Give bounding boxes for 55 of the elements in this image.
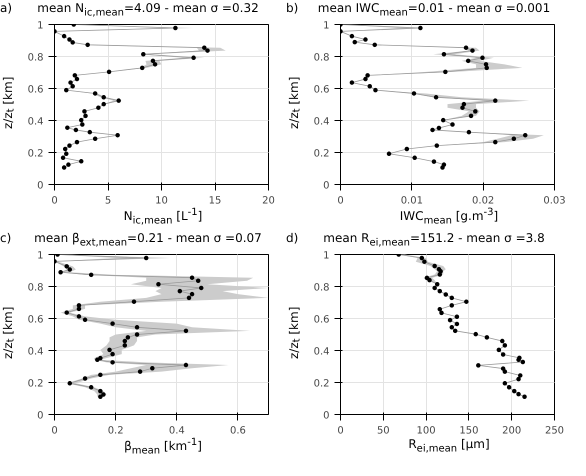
x-tick-label: 0.02 (472, 196, 494, 206)
x-tick-label: 0 (51, 196, 58, 206)
y-tick-label: 0 (37, 410, 44, 422)
y-tick-label: 0.8 (28, 52, 44, 64)
y-tick-label: 0 (323, 410, 330, 422)
y-tick-label: 1 (323, 250, 330, 262)
y-tick-label: 1 (37, 20, 44, 32)
y-tick-label: 0.2 (28, 378, 44, 390)
chart-title: mean β$_{ext,mean}$=0.21 - mean σ =0.07 (33, 230, 263, 250)
y-tick-label: 0.6 (314, 84, 330, 96)
y-tick-label: 0 (37, 180, 44, 192)
x-tick-label: 100 (416, 426, 436, 436)
text: c) (0, 230, 12, 247)
x-tick-label: 15 (208, 196, 222, 206)
x-tick-label: 0 (337, 426, 344, 436)
x-tick-label: 10 (155, 196, 168, 206)
x-tick-label: 0.4 (168, 426, 185, 436)
y-tick-label: 0.8 (314, 282, 330, 294)
y-tick-label: 1 (323, 20, 330, 32)
chart-title: mean IWC$_{mean}$=0.01 - mean σ =0.001 (316, 0, 552, 20)
x-tick-label: 200 (502, 426, 522, 436)
chart-title: mean N$_{ic,mean}$=4.09 - mean σ =0.32 (36, 0, 260, 20)
y-tick-label: 0.8 (28, 282, 44, 294)
x-tick-label: 0.2 (108, 426, 124, 436)
text: d) (286, 230, 300, 247)
y-tick-label: 0.4 (28, 346, 44, 358)
y-tick-label: 0.4 (314, 116, 330, 128)
x-tick-label: 50 (376, 426, 390, 436)
x-axis-title: R$_{ei,mean}$ [µm] (407, 436, 491, 456)
y-tick-label: 0.4 (314, 346, 330, 358)
y-tick-label: 0.6 (28, 314, 44, 326)
y-tick-label: 0.6 (314, 314, 330, 326)
chart-title: mean R$_{ei,mean}$=151.2 - mean σ =3.8 (322, 230, 546, 250)
text: a) (0, 0, 14, 17)
text: b) (286, 0, 300, 17)
y-tick-label: 0.2 (28, 148, 44, 160)
y-tick-label: 0.4 (28, 116, 44, 128)
y-tick-label: 0 (323, 180, 330, 192)
x-axis-title: IWC$_{mean}$ [g.m$^{-3}$] (398, 206, 500, 228)
x-tick-label: 0.6 (230, 426, 246, 436)
x-tick-label: 20 (262, 196, 275, 206)
x-axis-title: β$_{mean}$ [km$^{-1}$] (123, 436, 203, 458)
x-tick-label: 5 (104, 196, 112, 206)
x-tick-label: 0.03 (543, 196, 566, 206)
x-tick-label: 0.01 (400, 196, 423, 206)
x-tick-label: 0 (337, 196, 344, 206)
x-axis-title: N$_{ic,mean}$ [L$^{-1}$] (122, 206, 204, 228)
y-tick-label: 0.2 (314, 378, 330, 390)
x-tick-label: 0 (51, 426, 58, 436)
y-tick-label: 0.6 (28, 84, 44, 96)
y-tick-label: 1 (37, 250, 44, 262)
x-tick-label: 150 (459, 426, 478, 436)
y-tick-label: 0.2 (314, 148, 330, 160)
x-tick-label: 250 (544, 426, 564, 436)
y-tick-label: 0.8 (314, 52, 330, 64)
